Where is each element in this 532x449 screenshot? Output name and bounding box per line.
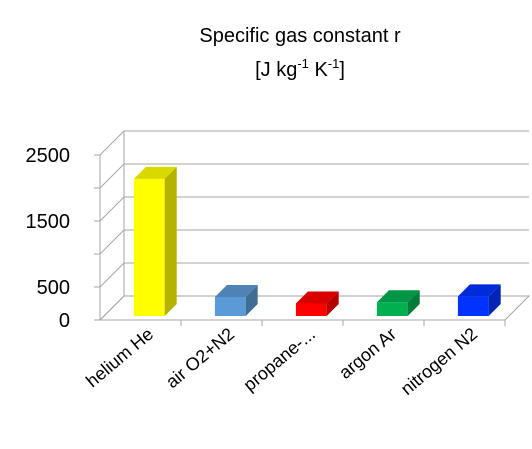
bar [376, 290, 420, 316]
bar [133, 166, 177, 316]
bar [295, 291, 339, 316]
bar-face [376, 302, 408, 316]
bar-face [295, 303, 327, 316]
units-sup: -1 [328, 56, 340, 71]
bar-face [245, 285, 258, 316]
bar-face [407, 290, 420, 316]
units-sup: -1 [297, 56, 309, 71]
bar-face [457, 284, 501, 297]
units-part: [J kg [255, 59, 297, 81]
grid-line [99, 262, 529, 288]
bar-face [133, 166, 177, 179]
x-tick-label: air O2+N2 [162, 324, 238, 392]
bar-face [164, 166, 177, 316]
x-tick-label: propane-... [240, 324, 320, 395]
units-part: K [309, 59, 329, 81]
grid-line [99, 229, 529, 255]
chart-title: Specific gas constant r [199, 25, 401, 47]
bar-face [488, 284, 501, 316]
bar-face [133, 178, 165, 316]
x-tick-label: helium He [82, 324, 157, 391]
grid-line [99, 196, 529, 222]
bar-face [457, 296, 489, 316]
chart-units: [J kg-1 K-1] [255, 56, 345, 81]
bar [214, 285, 258, 316]
bar-face [214, 297, 246, 316]
units-part: ] [339, 59, 345, 81]
x-tick-label: nitrogen N2 [397, 324, 481, 399]
y-tick-label: 2500 [26, 145, 71, 167]
x-tick-label: argon Ar [335, 324, 400, 383]
bar-face [376, 290, 420, 303]
bar-face [295, 291, 339, 304]
grid-line [99, 130, 529, 156]
bar [457, 284, 501, 316]
y-tick-label: 500 [37, 277, 70, 299]
grid-line [99, 163, 529, 189]
y-tick-label: 0 [59, 310, 70, 332]
bar-face [214, 285, 258, 298]
bar-face [326, 291, 339, 316]
y-tick-label: 1500 [26, 211, 71, 233]
